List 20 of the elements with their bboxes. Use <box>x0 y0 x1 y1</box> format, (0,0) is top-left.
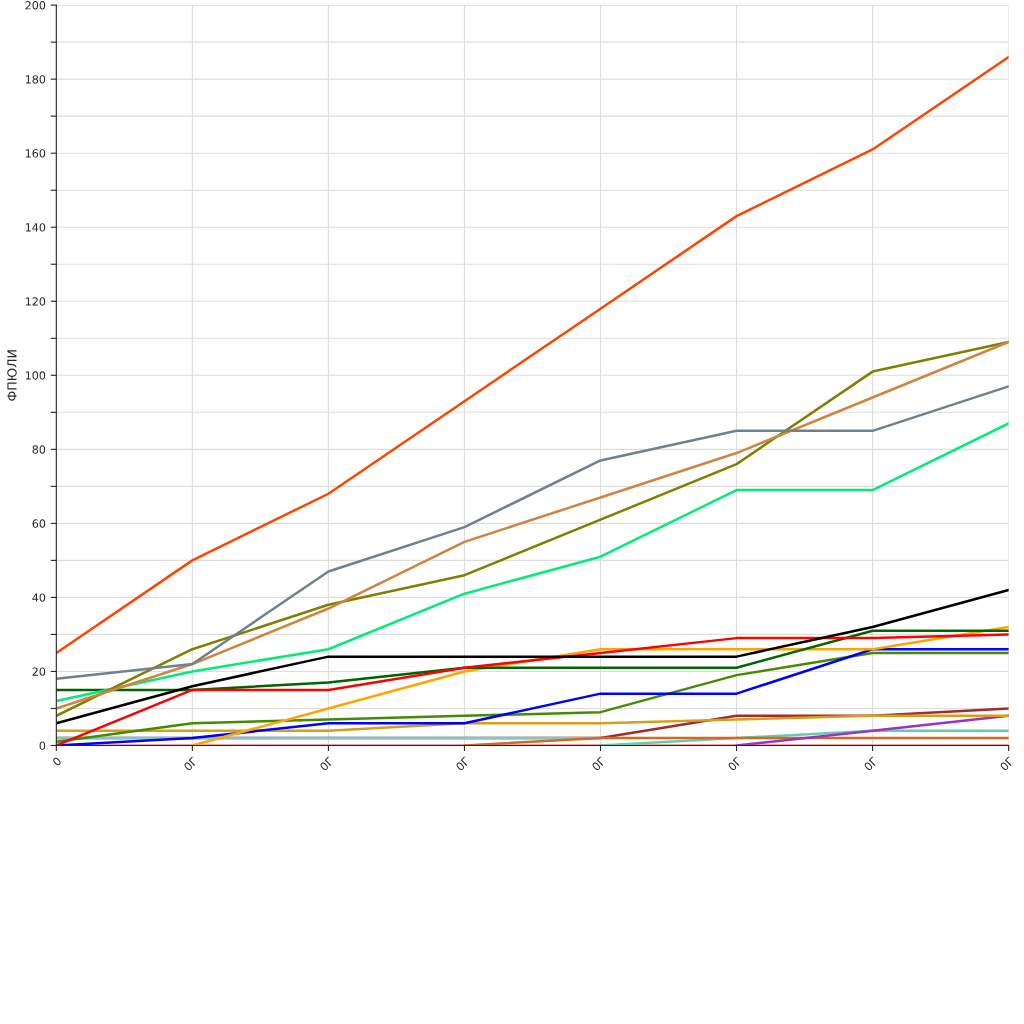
x-tick-label: 0Г <box>319 756 335 772</box>
x-tick-label: 0Г <box>591 756 607 772</box>
y-tick-label: 0 <box>39 741 46 750</box>
y-tick-label: 160 <box>25 149 46 158</box>
y-tick-label: 80 <box>32 445 46 454</box>
y-tick-label: 40 <box>32 593 46 602</box>
y-tick-label: 140 <box>25 223 46 232</box>
y-tick-label: 120 <box>25 297 46 306</box>
y-tick-label: 20 <box>32 667 46 676</box>
x-tick-label: 0Г <box>455 756 471 772</box>
y-tick-label: 200 <box>25 1 46 10</box>
x-tick-label: 0 <box>51 756 62 767</box>
x-tick-label: 0Г <box>863 756 879 772</box>
y-axis-title: ФПЮЛИ <box>7 350 17 401</box>
x-tick-label: 0Г <box>183 756 198 772</box>
y-tick-label: 100 <box>25 371 46 380</box>
x-tick-label: 0Г <box>999 756 1015 772</box>
x-tick-label: 0Г <box>727 756 743 772</box>
y-tick-label: 180 <box>25 75 46 84</box>
y-tick-label: 60 <box>32 519 46 528</box>
